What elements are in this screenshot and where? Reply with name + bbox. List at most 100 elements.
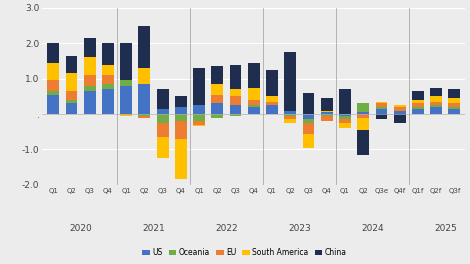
Bar — [47, 81, 59, 91]
Bar — [412, 109, 424, 114]
Text: 2020: 2020 — [69, 224, 92, 233]
Bar — [248, 100, 260, 105]
Bar — [102, 75, 114, 84]
Bar — [175, 121, 187, 139]
Bar — [376, 103, 387, 107]
Bar — [139, 116, 150, 117]
Bar — [120, 114, 132, 116]
Bar — [120, 86, 132, 114]
Bar — [193, 121, 205, 125]
Bar — [157, 89, 169, 109]
Bar — [339, 123, 351, 128]
Bar — [357, 112, 369, 114]
Bar — [357, 117, 369, 130]
Bar — [84, 86, 95, 91]
Bar — [193, 125, 205, 126]
Bar — [65, 100, 78, 103]
Bar — [303, 93, 314, 114]
Bar — [339, 89, 351, 114]
Legend: US, Oceania, EU, South America, China: US, Oceania, EU, South America, China — [139, 245, 350, 260]
Bar — [193, 68, 205, 105]
Bar — [284, 114, 296, 116]
Bar — [266, 102, 278, 105]
Bar — [139, 114, 150, 116]
Bar — [65, 56, 78, 73]
Bar — [394, 114, 406, 123]
Bar — [175, 107, 187, 114]
Bar — [284, 111, 296, 114]
Bar — [139, 26, 150, 68]
Bar — [47, 91, 59, 95]
Bar — [47, 95, 59, 114]
Bar — [284, 116, 296, 119]
Bar — [157, 123, 169, 137]
Bar — [193, 105, 205, 114]
Bar — [230, 64, 242, 89]
Bar — [339, 119, 351, 123]
Bar — [102, 64, 114, 75]
Bar — [84, 58, 95, 75]
Bar — [266, 96, 278, 102]
Text: 2023: 2023 — [288, 224, 311, 233]
Bar — [412, 91, 424, 100]
Bar — [175, 114, 187, 121]
Bar — [102, 89, 114, 114]
Bar — [448, 103, 460, 107]
Bar — [266, 70, 278, 96]
Bar — [394, 105, 406, 107]
Bar — [65, 103, 78, 114]
Bar — [430, 88, 442, 96]
Bar — [376, 102, 387, 103]
Bar — [376, 109, 387, 114]
Bar — [339, 114, 351, 116]
Bar — [84, 75, 95, 86]
Bar — [430, 105, 442, 107]
Bar — [448, 109, 460, 114]
Bar — [157, 137, 169, 158]
Bar — [65, 91, 78, 100]
Bar — [102, 43, 114, 64]
Bar — [394, 107, 406, 111]
Bar — [321, 116, 333, 121]
Bar — [412, 100, 424, 103]
Bar — [303, 123, 314, 134]
Bar — [321, 98, 333, 111]
Bar — [303, 134, 314, 148]
Bar — [157, 109, 169, 114]
Bar — [212, 114, 223, 117]
Bar — [412, 103, 424, 107]
Bar — [321, 114, 333, 116]
Bar — [303, 114, 314, 119]
Bar — [321, 111, 333, 112]
Bar — [84, 91, 95, 114]
Bar — [230, 105, 242, 114]
Text: 2025: 2025 — [434, 224, 457, 233]
Bar — [65, 73, 78, 91]
Bar — [212, 103, 223, 114]
Bar — [357, 130, 369, 155]
Bar — [430, 102, 442, 105]
Bar — [448, 98, 460, 103]
Bar — [193, 114, 205, 121]
Bar — [47, 43, 59, 63]
Bar — [394, 111, 406, 114]
Bar — [175, 139, 187, 180]
Bar — [139, 68, 150, 84]
Bar — [357, 103, 369, 112]
Bar — [120, 81, 132, 86]
Bar — [230, 114, 242, 116]
Text: 2022: 2022 — [215, 224, 238, 233]
Bar — [376, 107, 387, 109]
Bar — [412, 107, 424, 109]
Bar — [120, 43, 132, 81]
Bar — [175, 96, 187, 107]
Bar — [339, 116, 351, 119]
Bar — [376, 114, 387, 119]
Bar — [157, 114, 169, 123]
Bar — [321, 112, 333, 114]
Bar — [266, 105, 278, 114]
Bar — [448, 107, 460, 109]
Bar — [448, 89, 460, 98]
Bar — [284, 52, 296, 111]
Bar — [248, 105, 260, 107]
